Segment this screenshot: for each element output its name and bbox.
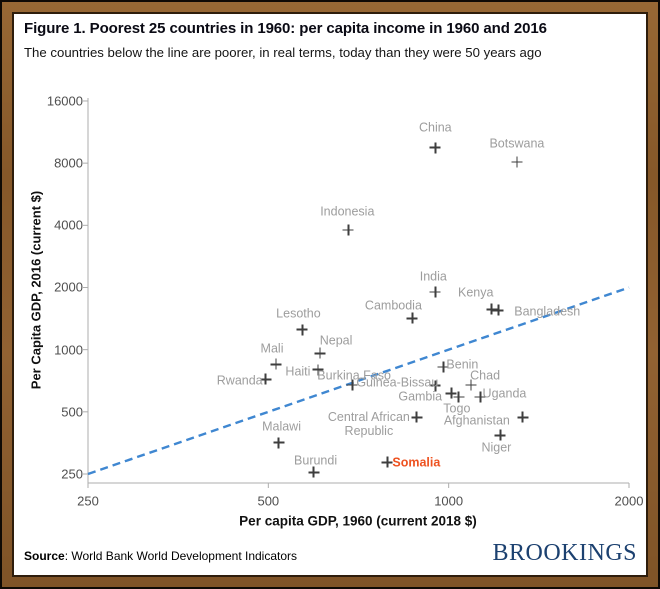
- figure-subtitle: The countries below the line are poorer,…: [24, 45, 542, 60]
- data-point-marker: [406, 312, 418, 324]
- country-label: Bangladesh: [514, 304, 581, 319]
- x-axis-title: Per capita GDP, 1960 (current 2018 $): [239, 513, 477, 529]
- country-label: Burundi: [294, 453, 338, 468]
- country-label: Lesotho: [276, 306, 321, 321]
- data-point-marker: [314, 347, 326, 359]
- x-tick-label: 2000: [614, 493, 644, 509]
- country-label: Benin: [446, 357, 479, 372]
- data-point-marker: [474, 391, 486, 403]
- data-point-marker: [429, 142, 441, 154]
- y-tick-label: 2000: [54, 279, 83, 295]
- country-label: Burkina Faso: [317, 368, 391, 383]
- y-tick-label: 250: [61, 466, 83, 482]
- data-point-marker: [429, 286, 441, 298]
- data-point-marker: [296, 324, 308, 336]
- data-point-marker: [411, 411, 423, 423]
- country-label: Nepal: [319, 333, 353, 348]
- country-label: Botswana: [489, 136, 545, 151]
- y-tick-label: 16000: [46, 93, 83, 109]
- data-point-marker: [342, 224, 354, 236]
- country-label: India: [419, 269, 447, 284]
- data-point-marker: [465, 379, 477, 391]
- data-point-marker: [270, 358, 282, 370]
- country-label: Malawi: [262, 418, 301, 433]
- source-text: Source: World Bank World Development Ind…: [24, 549, 297, 563]
- x-tick-label: 250: [77, 493, 99, 509]
- x-tick-label: 1000: [434, 493, 464, 509]
- country-label: Afghanistan: [443, 413, 510, 428]
- data-point-marker: [511, 156, 523, 168]
- country-label: Uganda: [482, 386, 527, 401]
- country-label: Central African Republic: [327, 410, 410, 438]
- identity-reference-line: [87, 286, 630, 476]
- data-point-marker: [429, 380, 441, 392]
- data-point-marker: [517, 411, 529, 423]
- y-tick-label: 4000: [54, 217, 83, 233]
- data-point-marker: [437, 361, 449, 373]
- country-label: Gambia: [398, 389, 443, 404]
- y-tick-label: 1000: [54, 342, 83, 358]
- country-label: Haiti: [285, 364, 311, 379]
- country-label: Mali: [260, 341, 284, 356]
- country-label: Chad: [470, 368, 501, 383]
- brookings-logo: BROOKINGS: [492, 540, 637, 566]
- country-label: Kenya: [457, 285, 494, 300]
- data-point-marker: [312, 364, 324, 376]
- data-point-marker: [260, 373, 272, 385]
- source-label: Source: [24, 549, 65, 563]
- data-point-marker: [486, 303, 498, 315]
- data-point-marker: [453, 391, 465, 403]
- data-point-marker: [381, 456, 393, 468]
- data-point-marker: [445, 387, 457, 399]
- data-point-marker: [308, 466, 320, 478]
- figure-title: Figure 1. Poorest 25 countries in 1960: …: [24, 20, 547, 37]
- country-label: Rwanda: [216, 373, 263, 388]
- data-point-marker: [492, 304, 504, 316]
- country-label: Togo: [443, 401, 471, 416]
- country-label: Cambodia: [364, 298, 422, 313]
- country-label: Somalia: [392, 455, 441, 470]
- country-label: Indonesia: [320, 204, 375, 219]
- country-label: Niger: [481, 440, 512, 455]
- data-point-marker: [494, 429, 506, 441]
- country-label: China: [418, 120, 452, 135]
- source-detail: : World Bank World Development Indicator…: [64, 549, 298, 563]
- y-tick-label: 8000: [54, 155, 83, 171]
- country-label: Guinea-Bissau: [356, 375, 439, 390]
- data-point-marker: [273, 437, 285, 449]
- y-tick-label: 500: [61, 404, 83, 420]
- x-tick-label: 500: [257, 493, 280, 509]
- data-point-marker: [346, 379, 358, 391]
